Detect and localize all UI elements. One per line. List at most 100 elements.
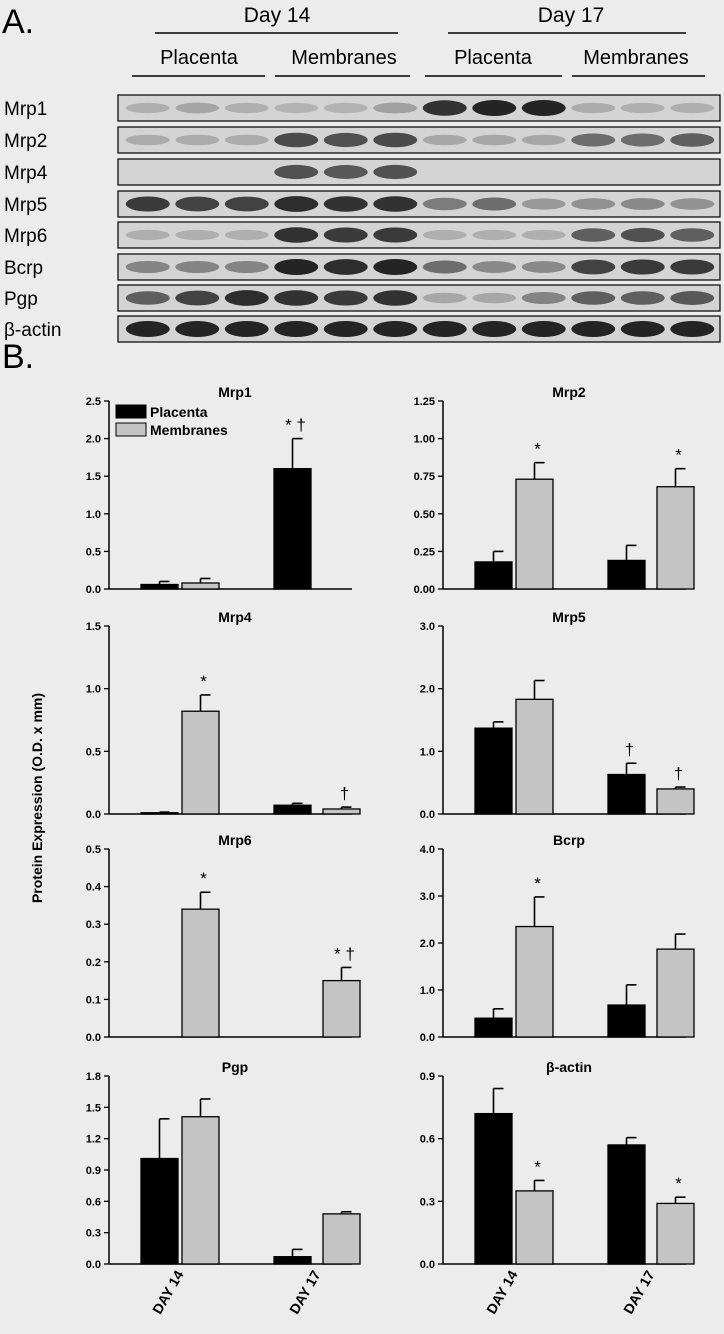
blot-band: [422, 229, 467, 241]
y-tick-label: 0.75: [414, 471, 435, 483]
day17-header: Day 17: [538, 4, 605, 27]
significance-marker: *: [534, 1157, 541, 1176]
y-tick-label: 1.0: [86, 509, 101, 521]
blot-band: [571, 228, 616, 242]
blot-band: [224, 196, 269, 212]
blot-band: [472, 100, 517, 116]
blot-band: [274, 102, 319, 114]
blot-band: [175, 260, 220, 274]
blot-strip: [117, 126, 721, 154]
significance-marker: †: [625, 740, 634, 759]
significance-marker: *: [675, 1174, 682, 1193]
blot-band: [472, 321, 517, 337]
y-tick-label: 1.0: [86, 684, 101, 696]
blot-band: [323, 290, 368, 306]
chart-title: Mrp4: [218, 609, 252, 625]
y-tick-label: 0.4: [86, 882, 102, 894]
y-tick-label: 0.0: [420, 1259, 435, 1271]
legend-swatch: [115, 404, 147, 419]
y-tick-label: 0.9: [86, 1165, 101, 1177]
blot-band: [373, 102, 418, 114]
blot-band: [373, 196, 418, 212]
bar: [322, 1213, 361, 1265]
y-tick-label: 0.3: [420, 1196, 435, 1208]
blot-band: [422, 197, 467, 211]
blot-band: [521, 261, 566, 273]
chart-title: Mrp1: [218, 384, 252, 400]
blot-band: [670, 321, 715, 337]
legend-swatch: [115, 422, 147, 437]
blot-band: [422, 321, 467, 337]
y-tick-label: 0.6: [86, 1196, 101, 1208]
blot-band: [373, 290, 418, 306]
blot-band: [620, 321, 665, 337]
bar: [656, 788, 695, 815]
blot-band: [472, 261, 517, 273]
chart-title: Bcrp: [553, 832, 585, 848]
significance-marker: *: [534, 440, 541, 459]
panel-a-label: A.: [2, 3, 34, 41]
blot-band: [620, 133, 665, 147]
blot-band: [224, 321, 269, 337]
blot-band: [620, 291, 665, 305]
legend-label: Membranes: [150, 422, 228, 438]
blot-band: [175, 290, 220, 306]
bar: [515, 925, 554, 1038]
significance-marker: †: [340, 784, 349, 803]
y-tick-label: 0.00: [414, 584, 435, 596]
blot-strip: [117, 158, 721, 186]
western-blot-panel: A. Day 14 Day 17 Placenta Membranes Plac…: [2, 3, 721, 343]
bar: [181, 710, 220, 815]
blot-band: [521, 198, 566, 210]
blot-band: [224, 260, 269, 274]
bar-chart: Mrp4 0.0 0.5 1.0 1.5 * †: [86, 609, 361, 821]
blot-band: [125, 321, 170, 337]
blot-row-label: Mrp5: [4, 195, 47, 216]
blot-band: [224, 102, 269, 114]
blot-row: Mrp5: [4, 190, 721, 218]
chart-title: Mrp6: [218, 832, 252, 848]
y-tick-label: 1.5: [86, 471, 101, 483]
chart-title: Pgp: [222, 1059, 248, 1075]
blot-band: [620, 102, 665, 114]
blot-band: [274, 164, 319, 180]
y-tick-label: 0.50: [414, 509, 435, 521]
blot-band: [373, 321, 418, 337]
y-tick-label: 0.3: [86, 919, 101, 931]
bar: [607, 1144, 646, 1265]
bar: [656, 1202, 695, 1265]
bar: [140, 1157, 179, 1265]
significance-marker: *: [200, 672, 207, 691]
blot-band: [521, 100, 566, 116]
bar: [474, 561, 513, 590]
y-axis-label: Protein Expression (O.D. x mm): [29, 693, 45, 903]
x-tick-label: DAY 17: [620, 1267, 658, 1316]
blot-band: [224, 229, 269, 241]
blot-band: [373, 259, 418, 275]
bar: [515, 698, 554, 815]
bar: [474, 1017, 513, 1038]
blot-band: [472, 292, 517, 304]
blot-band: [323, 227, 368, 243]
legend-label: Placenta: [150, 404, 208, 420]
tissue-label-placenta-day14: Placenta: [160, 47, 239, 69]
y-tick-label: 1.5: [86, 1102, 101, 1114]
x-tick-label: DAY 17: [286, 1267, 324, 1316]
blot-band: [175, 321, 220, 337]
y-tick-label: 0.0: [86, 1032, 101, 1044]
chart-title: β-actin: [546, 1059, 592, 1075]
y-tick-label: 0.5: [86, 546, 101, 558]
y-tick-label: 4.0: [420, 844, 435, 856]
blot-band: [422, 260, 467, 274]
blot-band: [224, 290, 269, 306]
bar: [607, 559, 646, 590]
bar: [656, 948, 695, 1038]
blot-band: [323, 102, 368, 114]
blot-strip: [117, 221, 721, 249]
y-tick-label: 0.25: [414, 546, 435, 558]
bar: [474, 727, 513, 815]
blot-band: [125, 102, 170, 114]
blot-band: [670, 102, 715, 114]
significance-marker: *: [675, 446, 682, 465]
